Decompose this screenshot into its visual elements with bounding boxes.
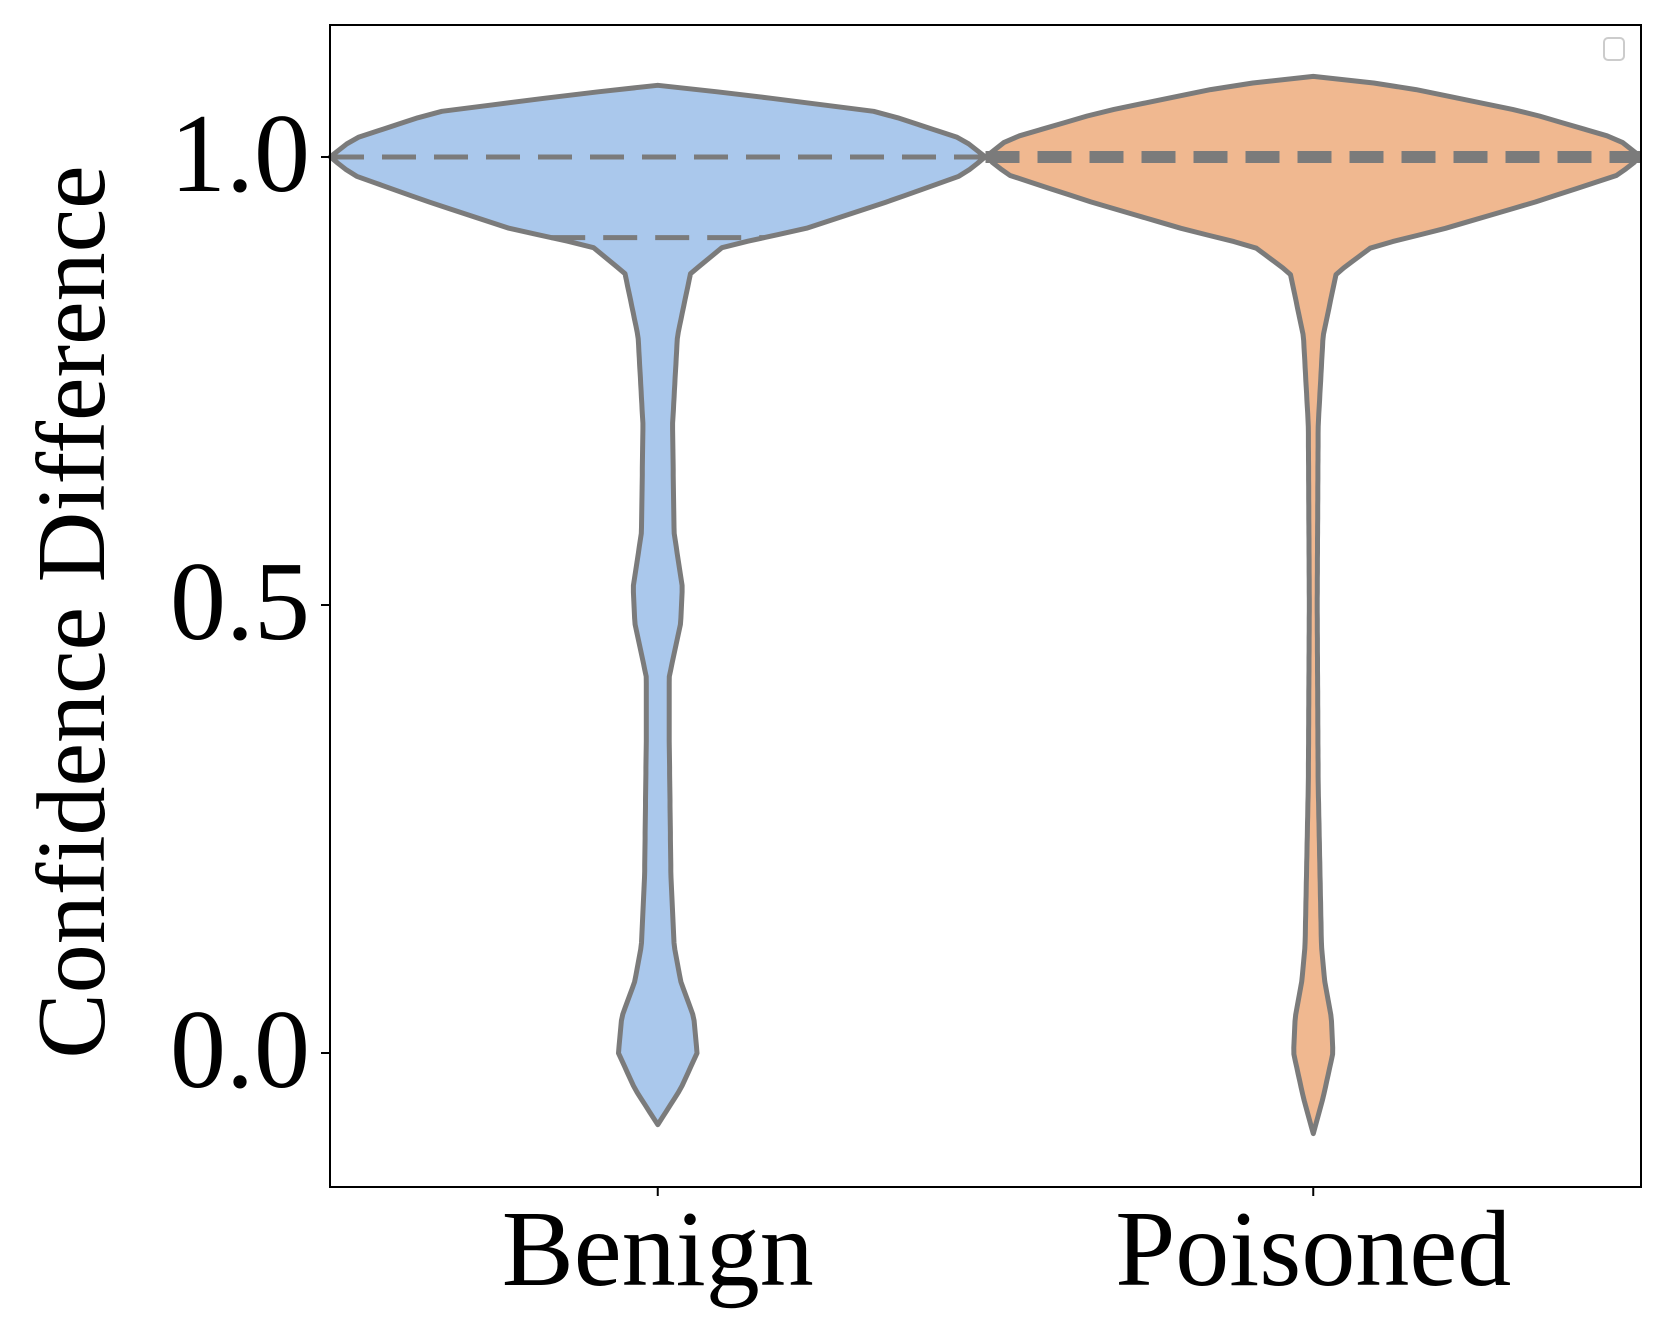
empty-legend-box bbox=[1603, 37, 1625, 61]
y-tick-label: 1.0 bbox=[170, 92, 310, 216]
plot-area bbox=[327, 73, 1642, 1137]
y-axis-title: Confidence Difference bbox=[18, 165, 126, 1058]
y-tick-label: 0.5 bbox=[170, 540, 310, 664]
x-tick-label-poisoned: Poisoned bbox=[1115, 1190, 1511, 1309]
violin-poisoned bbox=[984, 73, 1642, 1137]
y-axis: 0.0 0.5 1.0 bbox=[170, 92, 330, 1112]
violin-benign bbox=[327, 82, 988, 1128]
y-tick-label: 0.0 bbox=[170, 988, 310, 1112]
x-tick-label-benign: Benign bbox=[502, 1190, 814, 1309]
x-axis: Benign Poisoned bbox=[502, 1187, 1511, 1309]
